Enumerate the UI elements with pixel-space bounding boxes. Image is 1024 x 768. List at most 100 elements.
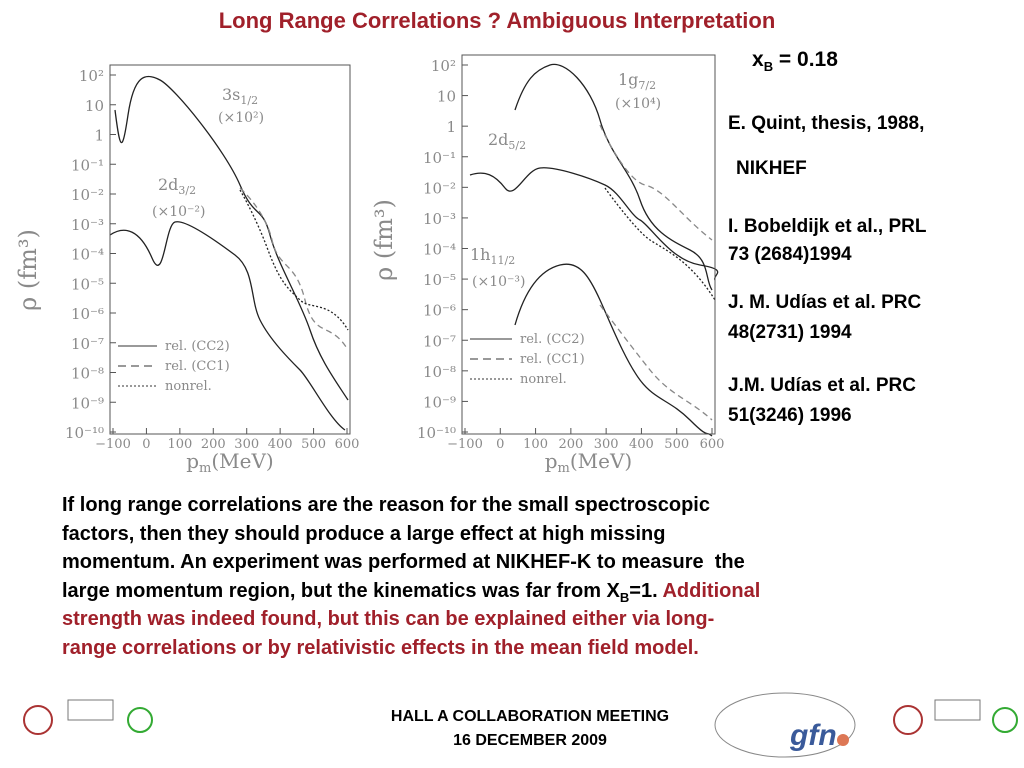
x-tick-label: 200 <box>201 437 226 452</box>
paragraph-line: factors, then they should produce a larg… <box>62 523 665 546</box>
y-tick-label: 10⁻⁸ <box>423 363 456 381</box>
x-tick-label: 0 <box>496 437 504 452</box>
y-tick-label: 10⁻⁷ <box>423 332 456 350</box>
y-tick-label: 10⁻¹⁰ <box>65 424 104 442</box>
x-tick-label: 600 <box>700 437 725 452</box>
y-tick-label: 10⁻² <box>423 179 456 197</box>
reference: 51(3246) 1996 <box>728 405 852 426</box>
curves <box>109 63 719 437</box>
text-run: factors, then they should produce a larg… <box>62 522 666 545</box>
y-tick-label: 10⁻⁵ <box>423 271 456 289</box>
y-tick-label: 10⁻⁴ <box>71 246 104 264</box>
x-tick-label: −100 <box>95 437 131 452</box>
y-tick-label: 10 <box>437 88 456 106</box>
x-tick-label: 600 <box>335 437 360 452</box>
state-label: 1h11/2 <box>470 245 515 267</box>
y-tick-label: 10² <box>79 67 104 85</box>
x-var: p <box>545 449 558 473</box>
y-tick-label: 10⁻¹ <box>71 156 104 174</box>
y-tick-label: 10⁻³ <box>71 216 104 234</box>
text-run: momentum. An experiment was performed at… <box>62 551 745 573</box>
x-tick-label: 500 <box>301 437 326 452</box>
y-axis-label: ρ (fm³) <box>14 229 42 311</box>
y-tick-label: 10⁻⁶ <box>423 302 456 320</box>
x-sub: m <box>558 461 570 476</box>
text-run: If long range correlations are the reaso… <box>62 494 710 516</box>
scale-factor: (×10⁴) <box>615 96 661 112</box>
paragraph-line: large momentum region, but the kinematic… <box>62 580 760 605</box>
title: Long Range Correlations ? Ambiguous Inte… <box>218 8 776 33</box>
reference: NIKHEF <box>736 158 807 179</box>
state: 1h <box>470 245 490 264</box>
text-run: large momentum region, but the kinematic… <box>62 579 620 602</box>
paragraph-line: strength was indeed found, but this can … <box>62 608 714 631</box>
text-run: Additional <box>662 579 761 602</box>
state: 2d <box>488 130 508 149</box>
y-tick-label: 10⁻³ <box>423 210 456 228</box>
state-sub: 11/2 <box>490 254 515 267</box>
y-tick-label: 10² <box>431 57 456 75</box>
y-tick-label: 10⁻⁶ <box>71 305 104 323</box>
text-run: strength was indeed found, but this can … <box>62 608 715 630</box>
xb-value: = 0.18 <box>773 48 838 71</box>
logos: gfn <box>23 692 1018 758</box>
plot-frame <box>109 64 351 435</box>
x-unit: (MeV) <box>570 449 632 473</box>
y-tick-label: 1 <box>446 118 456 136</box>
paragraph-line: range correlations or by relativistic ef… <box>62 637 699 660</box>
x-tick-label: 100 <box>523 437 548 452</box>
y-tick-label: 10⁻⁷ <box>71 335 104 353</box>
state-sub: 1/2 <box>240 94 258 107</box>
y-axis-label: ρ (fm³) <box>370 199 398 281</box>
y-tick-label: 10⁻² <box>71 186 104 204</box>
scale-factor: (×10⁻²) <box>152 204 205 220</box>
x-var: p <box>186 449 199 473</box>
y-tick-label: 10⁻⁸ <box>71 365 104 383</box>
text-run: B <box>619 589 630 605</box>
reference: 48(2731) 1994 <box>728 322 852 343</box>
legend-label: rel. (CC1) <box>165 359 230 374</box>
state-label: 2d5/2 <box>488 130 526 152</box>
legend-label: nonrel. <box>165 379 212 394</box>
state-label: 2d3/2 <box>158 175 196 197</box>
y-tick-label: 10 <box>85 97 104 115</box>
x-tick-label: 300 <box>594 437 619 452</box>
x-tick-label: 200 <box>558 437 583 452</box>
paragraph-line: If long range correlations are the reaso… <box>62 494 710 517</box>
x-unit: (MeV) <box>211 449 273 473</box>
xb-sub: B <box>763 59 774 75</box>
logo-text: gfn <box>789 719 837 752</box>
state: 1g <box>618 70 638 89</box>
x-tick-label: 0 <box>142 437 150 452</box>
state: 3s <box>222 85 240 104</box>
x-tick-label: 400 <box>629 437 654 452</box>
y-tick-label: 10⁻⁹ <box>423 393 456 411</box>
plot-frame <box>461 54 716 435</box>
legend-label: nonrel. <box>520 372 567 387</box>
xb-label: xB = 0.18 <box>752 48 838 74</box>
state-label: 3s1/2 <box>222 85 258 107</box>
x-tick-label: 500 <box>664 437 689 452</box>
reference: J. M. Udías et al. PRC <box>728 292 922 313</box>
reference: J.M. Udías et al. PRC <box>728 375 916 396</box>
legend-label: rel. (CC2) <box>165 339 230 354</box>
reference: E. Quint, thesis, 1988, <box>728 113 925 134</box>
y-tick-label: 10⁻⁴ <box>423 241 456 259</box>
footer-line: 16 DECEMBER 2009 <box>453 732 607 749</box>
y-tick-label: 10⁻¹ <box>423 149 456 167</box>
scale-factor: (×10⁻³) <box>472 274 525 290</box>
reference: I. Bobeldijk et al., PRL <box>728 216 927 237</box>
x-sub: m <box>199 461 211 476</box>
text-run: range correlations or by relativistic ef… <box>62 636 699 659</box>
scale-factor: (×10²) <box>218 110 264 126</box>
x-axis-label: pm(MeV) <box>186 449 274 476</box>
state-sub: 7/2 <box>638 79 656 92</box>
state-sub: 3/2 <box>178 184 196 197</box>
paragraph-line: momentum. An experiment was performed at… <box>62 551 745 574</box>
y-tick-label: 10⁻¹⁰ <box>417 424 456 442</box>
state-sub: 5/2 <box>508 139 526 152</box>
reference: 73 (2684)1994 <box>728 244 852 265</box>
x-tick-label: −100 <box>447 437 483 452</box>
